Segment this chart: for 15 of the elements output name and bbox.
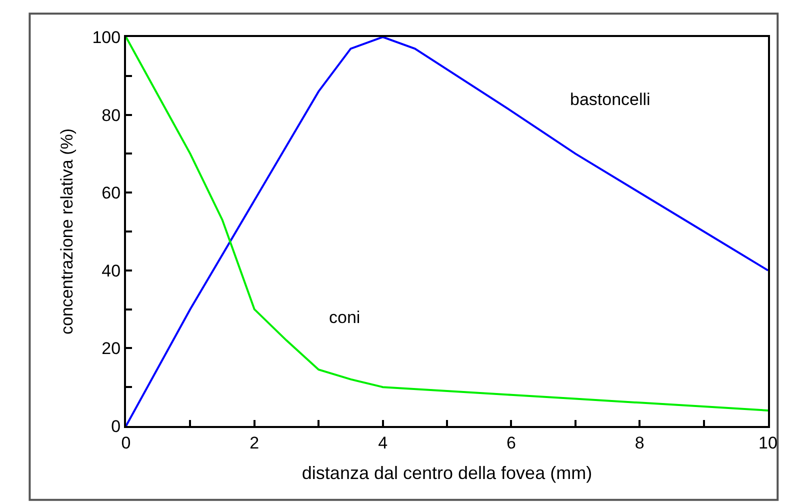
text: coni: [329, 308, 360, 327]
x-tick-label: 10: [758, 433, 778, 452]
y-tick-label: 0: [111, 416, 121, 436]
y-tick-label: 80: [102, 106, 121, 125]
text: bastoncelli: [570, 90, 650, 109]
y-tick-label: 100: [92, 28, 121, 47]
y-tick-label: 20: [102, 339, 121, 358]
y-tick-label: 60: [102, 184, 121, 203]
x-tick-label: 2: [250, 433, 260, 452]
y-axis-title: concentrazione relativa (%): [57, 128, 76, 334]
x-tick-label: 4: [378, 433, 388, 452]
y-tick-label: 40: [102, 261, 121, 280]
x-axis-title: distanza dal centro della fovea (mm): [302, 463, 592, 483]
x-tick-label: 8: [634, 433, 644, 452]
x-tick-label: 6: [506, 433, 516, 452]
